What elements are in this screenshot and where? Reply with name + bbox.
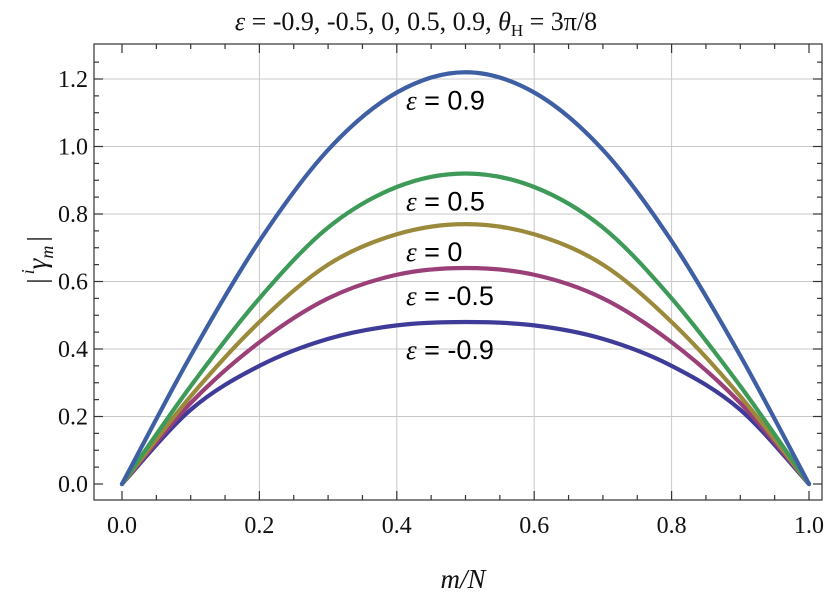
series-label-value: = 0 xyxy=(417,237,463,267)
title-theta-subscript: H xyxy=(511,21,523,40)
series-label-epsilon: ε xyxy=(406,281,417,311)
series-label-value: = 0.9 xyxy=(417,85,485,115)
title-theta: θ xyxy=(498,7,511,36)
series-line xyxy=(119,265,812,487)
series-label-epsilon: ε xyxy=(406,187,417,217)
series-line xyxy=(119,171,812,487)
chart-title: ε = -0.9, -0.5, 0, 0.5, 0.9, θH = 3π/8 xyxy=(235,7,597,40)
svg-text:|iγm|: | iγm | xyxy=(18,236,57,283)
y-axis-title: | iγm | xyxy=(18,236,57,283)
y-axis-superscript: i xyxy=(18,269,38,274)
title-theta-value: = 3π/8 xyxy=(523,7,597,36)
series-lines xyxy=(119,70,812,487)
series-labels: ε = 0.9ε = 0.5ε = 0ε = -0.5ε = -0.9 xyxy=(406,85,494,365)
y-tick-label: 0.8 xyxy=(58,202,88,228)
plot-frame xyxy=(93,43,823,501)
series-label: ε = 0.5 xyxy=(406,187,485,217)
series-label: ε = -0.5 xyxy=(406,281,494,311)
y-axis-subscript: m xyxy=(37,246,57,259)
x-tick-label: 0.0 xyxy=(107,513,137,539)
y-tick-label: 0.0 xyxy=(58,472,88,498)
y-tick-label: 1.0 xyxy=(58,135,88,161)
y-axis-right-bar: | xyxy=(22,236,52,241)
y-axis-left-bar: | xyxy=(22,278,52,283)
y-tick-label: 0.6 xyxy=(58,270,88,296)
series-label-epsilon: ε xyxy=(406,237,417,267)
series-label-value: = -0.9 xyxy=(417,335,494,365)
series-line xyxy=(119,319,812,487)
series-line xyxy=(119,222,812,487)
x-tick-label: 1.0 xyxy=(794,513,824,539)
x-axis-title: m/N xyxy=(440,564,487,594)
y-tick-label: 0.2 xyxy=(58,405,88,431)
series-label-value: = 0.5 xyxy=(417,187,485,217)
series-label-epsilon: ε xyxy=(406,85,417,115)
x-tick-label: 0.4 xyxy=(382,513,412,539)
x-tick-label: 0.8 xyxy=(657,513,687,539)
y-tick-labels: 0.0 0.2 0.4 0.6 0.8 1.0 1.2 xyxy=(58,67,88,498)
tick-marks xyxy=(94,44,822,500)
series-label: ε = 0.9 xyxy=(406,85,485,115)
title-epsilon-values: = -0.9, -0.5, 0, 0.5, 0.9, xyxy=(245,7,498,36)
y-tick-label: 1.2 xyxy=(58,67,88,93)
grid xyxy=(94,44,822,500)
x-tick-label: 0.6 xyxy=(519,513,549,539)
x-tick-labels: 0.0 0.2 0.4 0.6 0.8 1.0 xyxy=(107,513,824,539)
series-label-epsilon: ε xyxy=(406,335,417,365)
series-line xyxy=(119,70,812,487)
series-label-value: = -0.5 xyxy=(417,281,494,311)
y-axis-symbol: γ xyxy=(22,257,52,269)
series-label: ε = -0.9 xyxy=(406,335,494,365)
title-epsilon: ε xyxy=(235,7,246,36)
x-tick-label: 0.2 xyxy=(244,513,274,539)
y-tick-label: 0.4 xyxy=(58,337,88,363)
series-label: ε = 0 xyxy=(406,237,462,267)
